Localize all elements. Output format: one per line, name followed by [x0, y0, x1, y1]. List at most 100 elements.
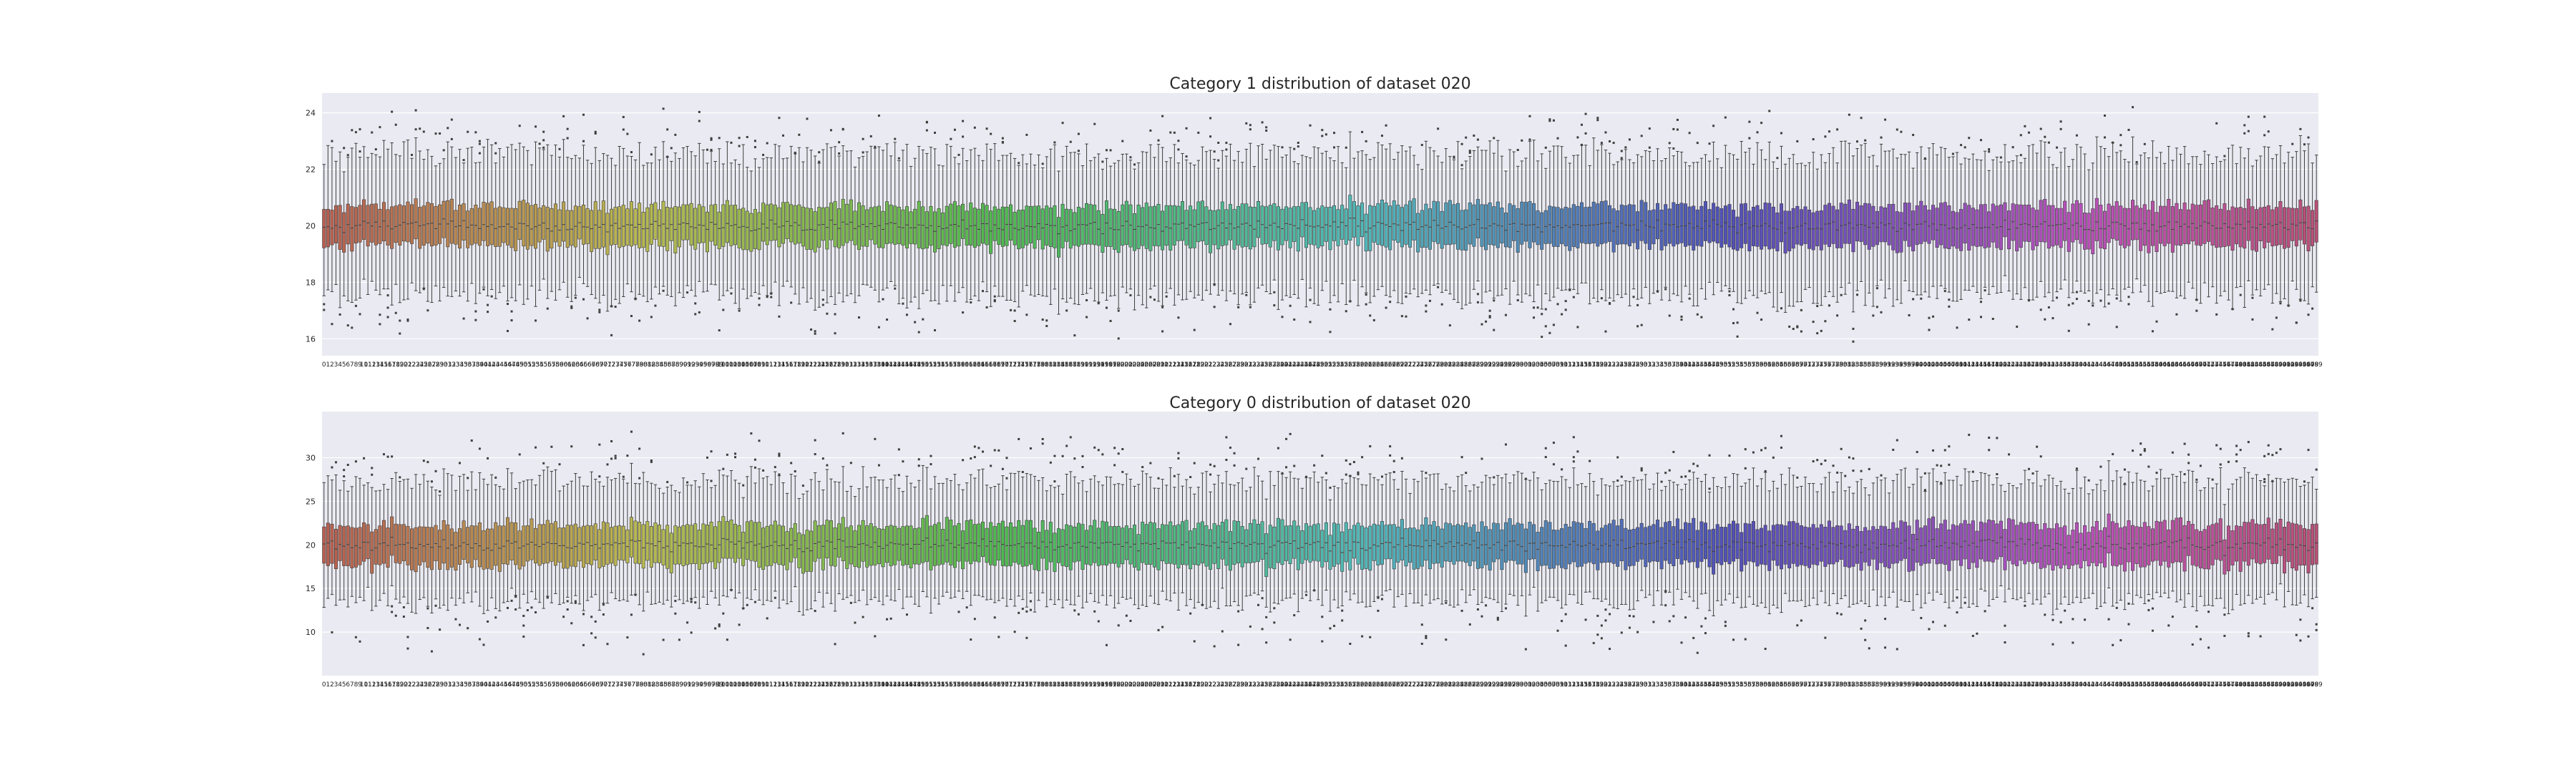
outlier-point [718, 137, 721, 139]
outlier-point [375, 148, 377, 150]
box [1923, 205, 1926, 241]
outlier-point [2144, 143, 2146, 145]
box [1245, 204, 1248, 247]
outlier-point [379, 323, 381, 325]
outlier-point [1229, 323, 1231, 325]
box [410, 529, 413, 570]
outlier-point [2152, 330, 2154, 332]
box [1863, 203, 1866, 245]
outlier-point [1297, 145, 1299, 147]
outlier-point [1800, 309, 1802, 311]
outlier-point [1214, 306, 1216, 308]
outlier-point [722, 308, 724, 311]
outlier-point [1796, 326, 1798, 329]
box [1835, 210, 1838, 248]
outlier-point [1828, 130, 1830, 132]
box [2119, 206, 2122, 245]
outlier-point [630, 151, 633, 153]
outlier-point [1169, 132, 1171, 134]
outlier-point [2048, 142, 2050, 144]
box [829, 203, 832, 240]
box [1005, 207, 1008, 245]
box [1724, 206, 1727, 244]
y-tick-label: 25 [306, 497, 316, 506]
outlier-point [2175, 313, 2177, 316]
box [1225, 210, 1228, 245]
outlier-point [343, 469, 345, 471]
box [326, 209, 329, 247]
outlier-point [1533, 306, 1535, 308]
outlier-point [2051, 317, 2054, 319]
outlier-point [1980, 316, 1982, 318]
outlier-point [635, 298, 637, 300]
box [1153, 206, 1156, 245]
box [698, 205, 701, 243]
outlier-point [1984, 289, 1986, 291]
outlier-point [487, 304, 489, 306]
box [2183, 203, 2186, 243]
box [2263, 207, 2265, 248]
outlier-point [1110, 149, 1112, 151]
outlier-point [1548, 120, 1551, 122]
box [422, 527, 425, 562]
box [1608, 205, 1611, 241]
box [646, 208, 649, 251]
outlier-point [1477, 139, 1479, 141]
box [1093, 205, 1096, 244]
outlier-point [1149, 130, 1151, 132]
outlier-point [1118, 310, 1120, 312]
box [1596, 204, 1599, 246]
outlier-point [423, 460, 425, 462]
outlier-point [1824, 320, 1826, 322]
outlier-point [2248, 116, 2250, 118]
box [2175, 203, 2178, 245]
outlier-point [1824, 135, 1826, 137]
outlier-point [1517, 149, 1519, 151]
box [2195, 205, 2198, 245]
box [1129, 205, 1132, 247]
outlier-point [758, 304, 761, 306]
box [897, 207, 900, 243]
box [1756, 205, 1759, 246]
box [362, 200, 365, 240]
box [1397, 205, 1400, 242]
outlier-point [1070, 141, 1072, 143]
box [2127, 208, 2130, 245]
box [462, 521, 465, 560]
outlier-point [1161, 330, 1163, 332]
box [1109, 209, 1112, 247]
outlier-point [1988, 148, 1990, 150]
box [379, 526, 381, 565]
outlier-point [447, 127, 449, 129]
box [970, 203, 972, 245]
box [558, 210, 561, 246]
outlier-point [1813, 321, 1815, 323]
box [470, 525, 473, 567]
box [2167, 199, 2170, 243]
box [366, 525, 369, 559]
box [2072, 204, 2074, 242]
box [1976, 210, 1979, 246]
outlier-point [862, 138, 864, 140]
outlier-point [355, 305, 357, 307]
box [1640, 200, 1643, 240]
outlier-point [1421, 144, 1423, 146]
box [1081, 208, 1084, 245]
outlier-point [1788, 326, 1790, 328]
outlier-point [1604, 331, 1606, 333]
outlier-point [2271, 329, 2273, 331]
outlier-point [782, 135, 784, 137]
outlier-point [1836, 314, 1838, 316]
outlier-point [1737, 321, 1739, 324]
box [542, 205, 545, 239]
outlier-point [482, 288, 484, 291]
outlier-point [650, 153, 653, 155]
outlier-point [1098, 302, 1100, 304]
outlier-point [507, 330, 509, 332]
box [1660, 210, 1663, 250]
box [2311, 210, 2313, 246]
box [1911, 211, 1914, 251]
box [2151, 201, 2154, 245]
outlier-point [986, 306, 988, 308]
